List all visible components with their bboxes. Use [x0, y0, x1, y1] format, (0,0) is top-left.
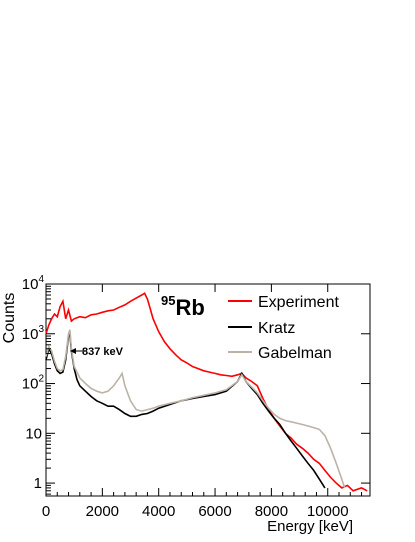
- annotation-arrow-head: [70, 348, 76, 354]
- x-tick-label: 4000: [142, 503, 175, 520]
- series-line-experiment: [45, 292, 368, 492]
- x-tick-label: 8000: [255, 503, 288, 520]
- legend-label-experiment: Experiment: [258, 294, 339, 311]
- y-tick-label: 103: [22, 324, 45, 343]
- legend: Experiment Kratz Gabelman: [228, 294, 339, 362]
- legend-label-kratz: Kratz: [258, 320, 295, 337]
- legend-label-gabelman: Gabelman: [258, 345, 332, 362]
- y-tick-label: 1: [34, 475, 42, 492]
- series-layer: [45, 292, 368, 492]
- isotope-symbol: Rb: [175, 295, 204, 320]
- y-tick-label: 10: [25, 425, 42, 442]
- peak-annotation: 837 keV: [70, 346, 124, 358]
- x-tick-label: 0: [42, 503, 50, 520]
- isotope-mass: 95: [161, 293, 175, 308]
- plot-frame: [45, 283, 371, 497]
- y-tick-label: 102: [22, 374, 45, 393]
- series-line-gabelman: [45, 329, 346, 489]
- x-tick-label: 10000: [307, 503, 349, 520]
- y-tick-label: 104: [22, 274, 45, 293]
- isotope-label: 95Rb: [161, 293, 205, 320]
- annotation-label: 837 keV: [82, 346, 124, 358]
- x-tick-label: 6000: [198, 503, 231, 520]
- y-axis-label: Counts: [1, 293, 18, 344]
- x-axis-label: Energy [keV]: [267, 518, 353, 535]
- axis-layer: 0 2000 4000 6000 8000 10000 1 10 102 103 104: [22, 274, 370, 520]
- x-tick-label: 2000: [86, 503, 119, 520]
